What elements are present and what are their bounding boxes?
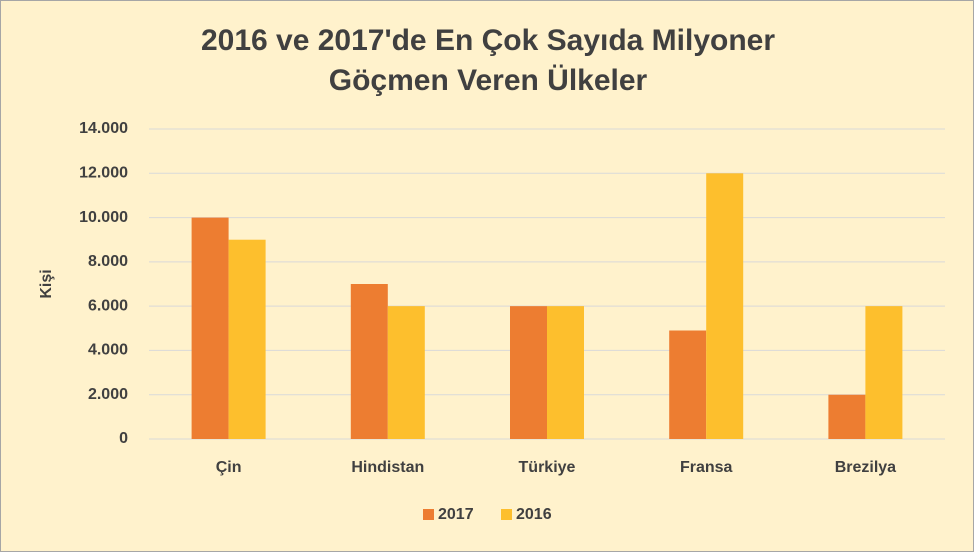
- x-tick-label: Brezilya: [835, 459, 896, 476]
- bar: [865, 306, 903, 439]
- bar: [191, 217, 229, 439]
- bar: [387, 306, 425, 439]
- y-tick-label: 14.000: [79, 120, 128, 137]
- x-tick-label: Hindistan: [351, 459, 424, 476]
- y-tick-label: 12.000: [79, 165, 128, 182]
- legend-swatch: [501, 509, 512, 520]
- legend-label: 2017: [438, 506, 474, 523]
- x-tick-label: Çin: [216, 459, 242, 476]
- y-tick-label: 6.000: [88, 297, 128, 314]
- bar: [228, 239, 266, 439]
- y-tick-label: 8.000: [88, 253, 128, 270]
- y-tick-label: 4.000: [88, 342, 128, 359]
- legend-label: 2016: [516, 506, 552, 523]
- bar: [828, 394, 866, 439]
- bar: [706, 173, 744, 440]
- x-tick-label: Fransa: [680, 459, 733, 476]
- y-tick-label: 10.000: [79, 209, 128, 226]
- bar: [669, 330, 707, 439]
- legend-swatch: [423, 509, 434, 520]
- bar: [510, 306, 547, 439]
- y-tick-label: 0: [119, 430, 128, 447]
- bar: [350, 284, 388, 439]
- x-tick-label: Türkiye: [519, 459, 576, 476]
- bar: [547, 306, 584, 439]
- y-tick-label: 2.000: [88, 386, 128, 403]
- chart-title: 2016 ve 2017'de En Çok Sayıda Milyoner G…: [200, 24, 776, 97]
- y-axis-label: Kişi: [38, 269, 55, 298]
